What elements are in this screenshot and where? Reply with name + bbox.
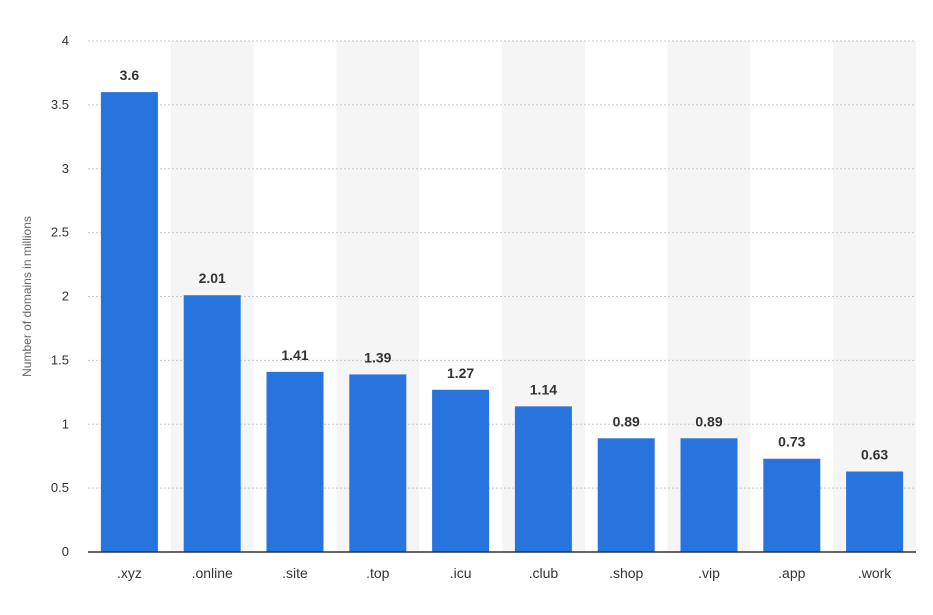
x-tick-label: .club bbox=[529, 565, 559, 581]
bar bbox=[100, 92, 158, 552]
data-label: 0.73 bbox=[778, 434, 805, 450]
data-label: 1.14 bbox=[530, 381, 557, 397]
y-tick-label: 4 bbox=[62, 33, 69, 48]
bar bbox=[846, 471, 904, 552]
y-tick-label: 1 bbox=[62, 416, 69, 431]
y-tick-label: 0 bbox=[62, 544, 69, 559]
x-tick-label: .shop bbox=[609, 565, 643, 581]
bar bbox=[763, 458, 821, 552]
data-label: 3.6 bbox=[120, 67, 140, 83]
data-label: 0.89 bbox=[613, 413, 640, 429]
bar bbox=[266, 371, 324, 552]
bar bbox=[514, 406, 572, 552]
x-tick-label: .online bbox=[192, 565, 233, 581]
data-label: 1.39 bbox=[364, 349, 391, 365]
data-label: 1.41 bbox=[281, 347, 308, 363]
x-tick-label: .xyz bbox=[117, 565, 142, 581]
bars bbox=[100, 92, 904, 552]
bar bbox=[183, 295, 241, 552]
x-tick-label: .icu bbox=[450, 565, 472, 581]
y-tick-label: 0.5 bbox=[51, 480, 69, 495]
data-label: 2.01 bbox=[199, 270, 226, 286]
x-tick-label: .vip bbox=[698, 565, 720, 581]
bar bbox=[349, 374, 407, 552]
data-label: 0.63 bbox=[861, 447, 888, 463]
y-tick-label: 3 bbox=[62, 161, 69, 176]
x-tick-label: .work bbox=[858, 565, 892, 581]
y-axis-title: Number of domains in millions bbox=[20, 216, 34, 377]
y-tick-label: 1.5 bbox=[51, 352, 69, 367]
x-tick-label: .app bbox=[778, 565, 805, 581]
data-label: 1.27 bbox=[447, 365, 474, 381]
y-axis-ticks: 0 0.5 1 1.5 2 2.5 3 3.5 4 bbox=[51, 33, 69, 559]
bar bbox=[597, 438, 655, 552]
y-tick-label: 3.5 bbox=[51, 97, 69, 112]
data-labels: 3.6 2.01 1.41 1.39 1.27 1.14 0.89 0.89 0.73 0.63 bbox=[120, 67, 889, 462]
y-tick-label: 2 bbox=[62, 289, 69, 304]
x-tick-label: .site bbox=[282, 565, 308, 581]
bar bbox=[680, 438, 738, 552]
data-label: 0.89 bbox=[695, 413, 722, 429]
background-band bbox=[833, 41, 916, 552]
x-axis-ticks: .xyz .online .site .top .icu .club .shop .vip .a… bbox=[117, 565, 892, 581]
y-tick-label: 2.5 bbox=[51, 225, 69, 240]
bar bbox=[432, 389, 490, 552]
x-tick-label: .top bbox=[366, 565, 390, 581]
